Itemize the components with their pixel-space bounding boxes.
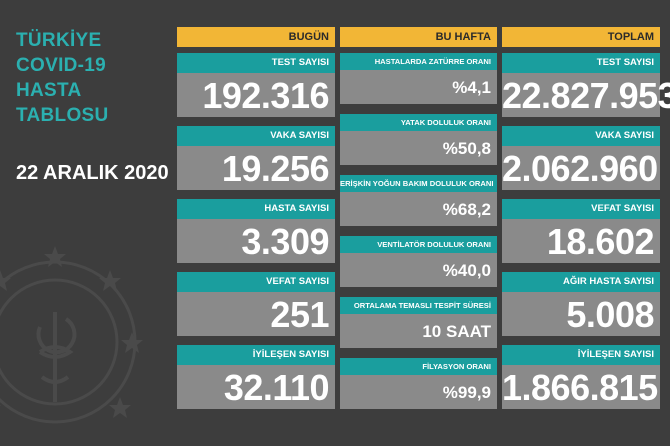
total-case-card: VAKA SAYISI 2.062.960 (502, 126, 660, 190)
card-label: İYİLEŞEN SAYISI (502, 345, 660, 365)
card-value: 22.827.953 (502, 73, 670, 117)
card-label: FİLYASYON ORANI (340, 358, 497, 375)
card-label: HASTALARDA ZATÜRRE ORANI (340, 53, 497, 70)
week-ventilator-card: VENTİLATÖR DOLULUK ORANI %40,0 (340, 236, 497, 287)
total-death-card: VEFAT SAYISI 18.602 (502, 199, 660, 263)
week-column: BU HAFTA HASTALARDA ZATÜRRE ORANI %4,1 Y… (340, 27, 497, 409)
card-label: VAKA SAYISI (502, 126, 660, 146)
week-icu-card: ERİŞKİN YOĞUN BAKIM DOLULUK ORANI %68,2 (340, 175, 497, 226)
card-label: VAKA SAYISI (177, 126, 335, 146)
ministry-emblem-icon (0, 246, 143, 424)
page-title: TÜRKİYE COVID-19 HASTA TABLOSU (16, 28, 109, 128)
card-label: HASTA SAYISI (177, 199, 335, 219)
week-filiation-card: FİLYASYON ORANI %99,9 (340, 358, 497, 409)
total-test-card: TEST SAYISI 22.827.953 (502, 53, 670, 117)
today-case-card: VAKA SAYISI 19.256 (177, 126, 335, 190)
card-value: 18.602 (502, 219, 660, 263)
card-value: 32.110 (177, 365, 335, 409)
card-label: VEFAT SAYISI (177, 272, 335, 292)
total-header: TOPLAM (502, 27, 660, 47)
card-value: 10 SAAT (340, 314, 497, 348)
card-label: VEFAT SAYISI (502, 199, 660, 219)
card-value: 19.256 (177, 146, 335, 190)
today-death-card: VEFAT SAYISI 251 (177, 272, 335, 336)
total-severe-card: AĞIR HASTA SAYISI 5.008 (502, 272, 660, 336)
card-label: ERİŞKİN YOĞUN BAKIM DOLULUK ORANI (340, 175, 497, 192)
card-value: 5.008 (502, 292, 660, 336)
title-line-2: COVID-19 (16, 55, 107, 76)
card-label: TEST SAYISI (177, 53, 335, 73)
card-label: YATAK DOLULUK ORANI (340, 114, 497, 131)
today-column: BUGÜN TEST SAYISI 192.316 VAKA SAYISI 19… (177, 27, 335, 409)
card-label: İYİLEŞEN SAYISI (177, 345, 335, 365)
card-label: TEST SAYISI (502, 53, 660, 73)
today-test-card: TEST SAYISI 192.316 (177, 53, 335, 117)
card-value: 3.309 (177, 219, 335, 263)
week-header: BU HAFTA (340, 27, 497, 47)
week-pneumonia-card: HASTALARDA ZATÜRRE ORANI %4,1 (340, 53, 497, 104)
card-label: ORTALAMA TEMASLI TESPİT SÜRESİ (340, 297, 497, 314)
today-recovered-card: İYİLEŞEN SAYISI 32.110 (177, 345, 335, 409)
card-label: VENTİLATÖR DOLULUK ORANI (340, 236, 497, 253)
card-value: %68,2 (340, 192, 497, 226)
today-header: BUGÜN (177, 27, 335, 47)
today-patient-card: HASTA SAYISI 3.309 (177, 199, 335, 263)
title-line-4: TABLOSU (16, 105, 109, 126)
report-date: 22 ARALIK 2020 (16, 162, 169, 184)
total-recovered-card: İYİLEŞEN SAYISI 1.866.815 (502, 345, 660, 409)
card-value: 192.316 (177, 73, 335, 117)
card-value: 1.866.815 (502, 365, 660, 409)
title-line-3: HASTA (16, 80, 82, 101)
card-value: %50,8 (340, 131, 497, 165)
week-bed-card: YATAK DOLULUK ORANI %50,8 (340, 114, 497, 165)
total-column: TOPLAM TEST SAYISI 22.827.953 VAKA SAYIS… (502, 27, 670, 409)
week-contact-card: ORTALAMA TEMASLI TESPİT SÜRESİ 10 SAAT (340, 297, 497, 348)
card-value: 251 (177, 292, 335, 336)
card-value: 2.062.960 (502, 146, 660, 190)
title-line-1: TÜRKİYE (16, 30, 102, 51)
card-value: %99,9 (340, 375, 497, 409)
card-value: %40,0 (340, 253, 497, 287)
card-label: AĞIR HASTA SAYISI (502, 272, 660, 292)
card-value: %4,1 (340, 70, 497, 104)
